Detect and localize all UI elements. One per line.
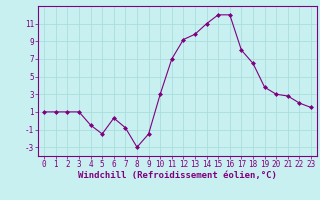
X-axis label: Windchill (Refroidissement éolien,°C): Windchill (Refroidissement éolien,°C) (78, 171, 277, 180)
